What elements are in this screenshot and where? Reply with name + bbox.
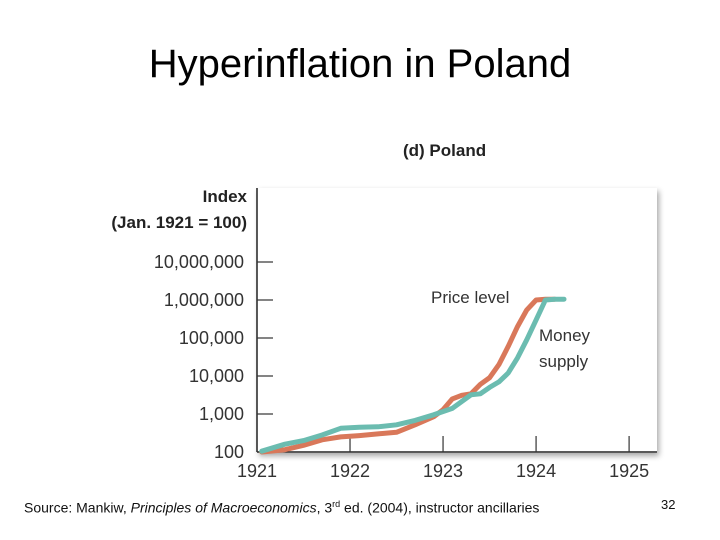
plot-background (257, 188, 657, 453)
series-line-money-supply (259, 296, 567, 454)
y-tick-label: 100 (214, 442, 244, 462)
x-tick-label: 1922 (330, 461, 370, 481)
y-tick-label: 1,000 (199, 404, 244, 424)
y-tick-label: 100,000 (179, 328, 244, 348)
annotation-money-supply-line2: supply (539, 352, 589, 371)
y-tick-label: 10,000,000 (154, 252, 244, 272)
annotation-price-level: Price level (431, 288, 509, 307)
slide-title: Hyperinflation in Poland (148, 42, 572, 86)
slide-number: 32 (661, 497, 676, 512)
annotation-money-supply-line1: Money (539, 326, 591, 345)
chart-panel-title: (d) Poland (403, 141, 486, 160)
source-book-title: Principles of Macroeconomics (130, 499, 317, 516)
source-prefix: Source: Mankiw, (24, 499, 131, 516)
source-edition-suffix: rd (332, 499, 341, 509)
y-axis-label-line1: Index (203, 187, 248, 206)
y-ticks: 100 1,000 10,000 100,000 1,000,000 10,000,000 (154, 252, 273, 462)
y-tick-label: 10,000 (189, 366, 244, 386)
source-suffix: ed. (2004), instructor ancillaries (340, 499, 540, 516)
x-ticks: 1921 1922 1923 1924 1925 (237, 436, 649, 481)
x-tick-label: 1923 (423, 461, 463, 481)
x-tick-label: 1921 (237, 461, 277, 481)
source-citation: Source: Mankiw, Principles of Macroecono… (24, 499, 539, 516)
series-lines (259, 296, 567, 455)
series-line-price-level (259, 296, 558, 455)
source-edition: , 3 (316, 499, 333, 516)
x-tick-label: 1924 (516, 461, 556, 481)
x-tick-label: 1925 (609, 461, 649, 481)
y-axis-label-line2: (Jan. 1921 = 100) (111, 213, 247, 232)
y-tick-label: 1,000,000 (164, 290, 244, 310)
